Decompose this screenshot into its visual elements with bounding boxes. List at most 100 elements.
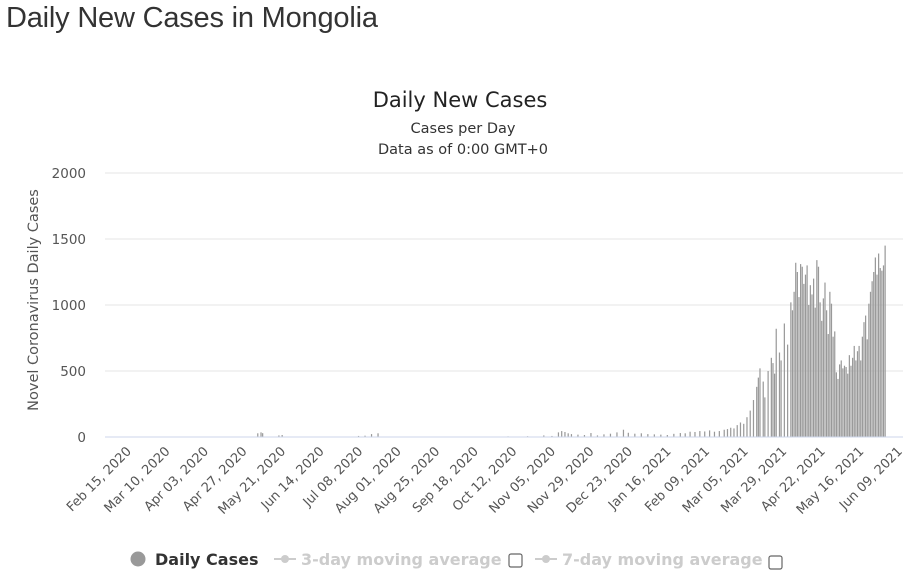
bar[interactable] [647, 434, 649, 437]
bar[interactable] [791, 310, 794, 437]
bar[interactable] [822, 298, 824, 437]
bar[interactable] [561, 431, 563, 437]
bar[interactable] [830, 303, 833, 437]
bar[interactable] [770, 357, 772, 437]
bar[interactable] [278, 435, 280, 437]
bar[interactable] [653, 434, 655, 437]
bar[interactable] [871, 281, 873, 437]
bar[interactable] [821, 320, 823, 437]
bar[interactable] [798, 297, 800, 437]
bar[interactable] [778, 352, 781, 437]
bar[interactable] [708, 430, 711, 437]
bar[interactable] [804, 274, 807, 437]
bar[interactable] [616, 432, 618, 437]
bar[interactable] [856, 351, 859, 437]
bar[interactable] [551, 435, 553, 437]
bar[interactable] [793, 291, 795, 437]
bar[interactable] [723, 429, 725, 437]
bar[interactable] [827, 334, 829, 437]
bar[interactable] [806, 265, 808, 437]
bar[interactable] [860, 360, 862, 437]
bar[interactable] [834, 331, 836, 437]
bar[interactable] [845, 367, 847, 437]
bar[interactable] [790, 302, 792, 437]
bar[interactable] [704, 431, 706, 437]
bar[interactable] [718, 431, 720, 437]
bar[interactable] [874, 257, 876, 437]
bar[interactable] [795, 262, 797, 437]
bar[interactable] [866, 339, 868, 437]
bar[interactable] [813, 278, 815, 437]
bar[interactable] [848, 355, 850, 437]
bar[interactable] [865, 315, 867, 437]
bar[interactable] [809, 285, 811, 437]
checkbox-3-day-moving-average[interactable] [508, 553, 523, 568]
bar[interactable] [660, 434, 662, 437]
bar[interactable] [837, 378, 839, 437]
bar[interactable] [780, 360, 782, 437]
bar[interactable] [773, 373, 776, 437]
bar[interactable] [736, 425, 738, 437]
bar[interactable] [694, 431, 696, 437]
bar[interactable] [564, 431, 566, 437]
bar[interactable] [799, 264, 802, 437]
bar[interactable] [808, 305, 810, 437]
bar[interactable] [627, 432, 629, 437]
bar[interactable] [878, 253, 880, 437]
bar[interactable] [543, 435, 545, 437]
bar[interactable] [689, 431, 691, 437]
bar[interactable] [796, 272, 798, 437]
bar[interactable] [762, 381, 764, 437]
bar[interactable] [699, 431, 701, 437]
bar[interactable] [759, 368, 761, 437]
bar[interactable] [826, 310, 828, 437]
bar[interactable] [634, 433, 636, 437]
bar[interactable] [749, 410, 751, 437]
bar[interactable] [783, 323, 785, 437]
bar[interactable] [679, 433, 681, 437]
checkbox-7-day-moving-average[interactable] [768, 555, 783, 570]
bar[interactable] [764, 397, 766, 437]
bar[interactable] [832, 336, 834, 437]
bar[interactable] [666, 435, 668, 437]
bar[interactable] [596, 435, 599, 437]
bar[interactable] [839, 364, 841, 437]
bar[interactable] [786, 344, 789, 437]
bar[interactable] [843, 365, 846, 437]
bar[interactable] [817, 266, 820, 437]
bar[interactable] [884, 245, 886, 437]
bar[interactable] [816, 260, 818, 437]
bar[interactable] [673, 433, 675, 437]
bar[interactable] [757, 377, 759, 437]
bar[interactable] [814, 307, 816, 437]
bar[interactable] [876, 274, 878, 437]
bar[interactable] [684, 433, 686, 437]
bar[interactable] [557, 432, 560, 437]
bar[interactable] [882, 265, 885, 437]
bar[interactable] [603, 434, 605, 437]
bar[interactable] [640, 433, 642, 437]
legend-item-3-day-moving-average[interactable]: 3-day moving average [274, 550, 502, 569]
bar[interactable] [772, 363, 774, 437]
bar[interactable] [829, 291, 831, 437]
bar[interactable] [377, 433, 379, 437]
bar[interactable] [835, 372, 837, 437]
bar[interactable] [370, 434, 373, 437]
bar[interactable] [861, 336, 863, 437]
bar[interactable] [713, 431, 716, 437]
bar[interactable] [850, 365, 852, 437]
bar[interactable] [567, 433, 569, 437]
bar[interactable] [262, 433, 264, 437]
bar[interactable] [364, 435, 366, 437]
bar[interactable] [824, 282, 826, 437]
bar[interactable] [803, 283, 805, 437]
bar[interactable] [801, 266, 803, 437]
bar[interactable] [863, 322, 865, 437]
bar[interactable] [730, 427, 732, 437]
bar[interactable] [840, 360, 842, 437]
bar[interactable] [858, 345, 860, 437]
bar[interactable] [260, 432, 262, 437]
bar[interactable] [869, 291, 872, 437]
bar[interactable] [743, 423, 745, 437]
bar[interactable] [622, 429, 625, 437]
